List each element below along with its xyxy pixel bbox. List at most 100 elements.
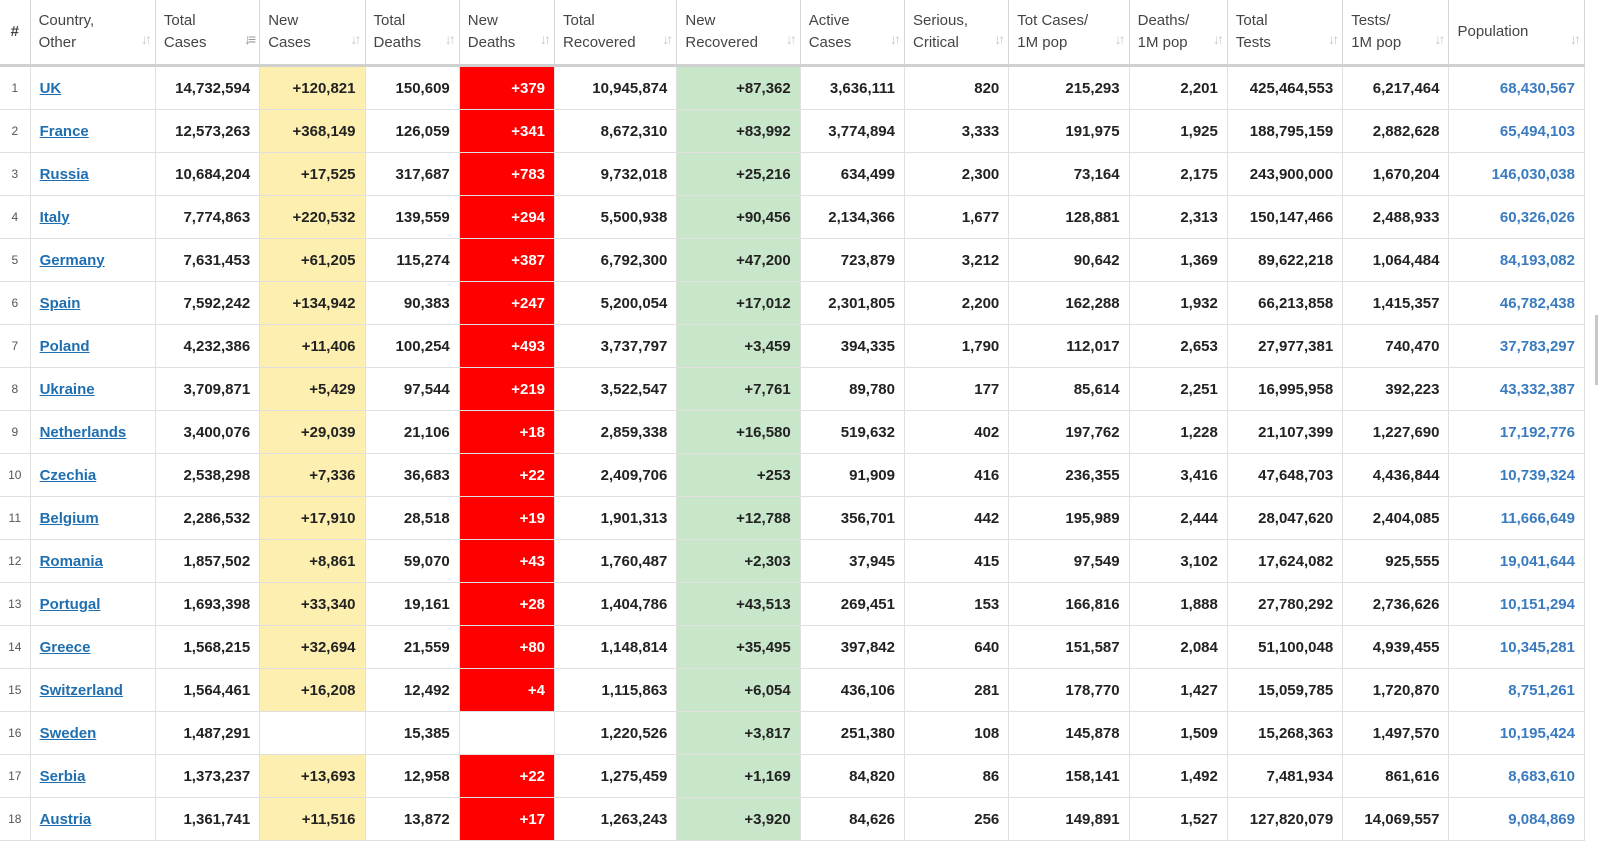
cell-deaths-per-1m: 1,492 (1129, 754, 1228, 798)
cell-population: 37,783,297 (1448, 324, 1585, 368)
header-label-line2: 1M pop (1351, 34, 1402, 51)
cell-deaths-per-1m: 1,527 (1129, 797, 1228, 841)
cell-total-cases: 1,693,398 (155, 582, 261, 626)
header-tot-cases-per-1m[interactable]: Tot Cases/1M pop ↓↑ (1008, 0, 1130, 67)
country-link[interactable]: Spain (39, 294, 81, 312)
country-link[interactable]: Italy (39, 208, 70, 226)
table-row: 11 Belgium 2,286,532 +17,910 28,518 +19 1,901,… (0, 496, 1585, 540)
header-new-deaths[interactable]: New Deaths ↓↑ (459, 0, 556, 67)
header-total-cases[interactable]: Total Cases ↓≡ (155, 0, 261, 67)
cell-total-recovered: 1,760,487 (554, 539, 678, 583)
cell-new-deaths: +247 (459, 281, 556, 325)
country-link[interactable]: France (39, 122, 89, 140)
country-link[interactable]: Sweden (39, 724, 97, 742)
cell-new-cases: +29,039 (259, 410, 366, 454)
cell-population: 46,782,438 (1448, 281, 1585, 325)
cell-total-recovered: 1,263,243 (554, 797, 678, 841)
header-label-line1: Serious, (913, 12, 969, 29)
sort-icon[interactable]: ↓↑ (540, 31, 551, 47)
header-label-line2: Cases (268, 34, 311, 51)
scrollbar-thumb[interactable] (1595, 315, 1598, 385)
cell-total-recovered: 1,148,814 (554, 625, 678, 669)
country-link[interactable]: Belgium (39, 509, 99, 527)
cell-total-deaths: 317,687 (365, 152, 460, 196)
country-link[interactable]: UK (39, 79, 62, 97)
header-active-cases[interactable]: Active Cases ↓↑ (800, 0, 906, 67)
country-link[interactable]: Romania (39, 552, 103, 570)
sort-icon[interactable]: ↓↑ (890, 31, 901, 47)
country-link[interactable]: Switzerland (39, 681, 123, 699)
sort-icon[interactable]: ↓↑ (350, 31, 362, 47)
cell-new-recovered: +87,362 (676, 65, 801, 110)
header-tests-per-1m[interactable]: Tests/1M pop ↓↑ (1342, 0, 1450, 67)
cell-active-cases: 3,774,894 (800, 109, 906, 153)
table-row: 8 Ukraine 3,709,871 +5,429 97,544 +219 3,522,5… (0, 367, 1585, 411)
cell-index: 2 (0, 109, 31, 153)
cell-population: 8,683,610 (1448, 754, 1585, 798)
header-serious-critical[interactable]: Serious, Critical ↓↑ (904, 0, 1010, 67)
sort-icon[interactable]: ↓↑ (1114, 31, 1126, 47)
country-link[interactable]: Germany (39, 251, 105, 269)
header-total-tests[interactable]: Total Tests ↓↑ (1227, 0, 1344, 67)
sort-icon[interactable]: ↓↑ (994, 31, 1005, 47)
cell-total-cases: 1,373,237 (155, 754, 261, 798)
cell-new-recovered: +3,920 (676, 797, 801, 841)
table-row: 7 Poland 4,232,386 +11,406 100,254 +493 3,737,… (0, 324, 1585, 368)
sort-icon[interactable]: ↓↑ (1328, 31, 1339, 47)
cell-index: 9 (0, 410, 31, 454)
cell-serious-critical: 2,200 (904, 281, 1010, 325)
cell-tests-per-1m: 6,217,464 (1342, 65, 1450, 110)
sort-icon[interactable]: ↓↑ (785, 31, 797, 47)
cell-total-recovered: 2,859,338 (554, 410, 678, 454)
header-country[interactable]: Country, Other ↓↑ (30, 0, 156, 67)
sort-icon[interactable]: ↓↑ (662, 31, 673, 47)
header-new-cases[interactable]: New Cases ↓↑ (259, 0, 366, 67)
country-link[interactable]: Netherlands (39, 423, 127, 441)
header-label-line1: Total (563, 12, 595, 29)
cell-population: 10,345,281 (1448, 625, 1585, 669)
header-label-line2: Other (38, 34, 77, 51)
country-link[interactable]: Greece (39, 638, 91, 656)
cell-population: 10,195,424 (1448, 711, 1585, 755)
cell-serious-critical: 3,333 (904, 109, 1010, 153)
header-population[interactable]: Population ↓↑ (1448, 0, 1585, 67)
header-total-deaths[interactable]: Total Deaths ↓↑ (365, 0, 460, 67)
cell-population: 60,326,026 (1448, 195, 1585, 239)
sort-desc-icon[interactable]: ↓≡ (244, 31, 256, 47)
header-index[interactable]: # (0, 0, 31, 67)
cell-total-tests: 7,481,934 (1227, 754, 1344, 798)
sort-icon[interactable]: ↓↑ (140, 31, 152, 47)
table-row: 18 Austria 1,361,741 +11,516 13,872 +17 1,263,… (0, 797, 1585, 841)
header-deaths-per-1m[interactable]: Deaths/1M pop ↓↑ (1129, 0, 1228, 67)
sort-icon[interactable]: ↓↑ (1434, 31, 1445, 47)
cell-total-tests: 27,780,292 (1227, 582, 1344, 626)
country-link[interactable]: Portugal (39, 595, 101, 613)
country-link[interactable]: Russia (39, 165, 89, 183)
header-total-recovered[interactable]: Total Recovered ↓↑ (554, 0, 678, 67)
country-link[interactable]: Czechia (39, 466, 97, 484)
country-link[interactable]: Serbia (39, 767, 86, 785)
cell-total-tests: 27,977,381 (1227, 324, 1344, 368)
country-link[interactable]: Ukraine (39, 380, 95, 398)
cell-total-tests: 66,213,858 (1227, 281, 1344, 325)
header-new-recovered[interactable]: New Recovered ↓↑ (676, 0, 801, 67)
country-link[interactable]: Austria (39, 810, 92, 828)
country-link[interactable]: Poland (39, 337, 90, 355)
cell-serious-critical: 108 (904, 711, 1010, 755)
cell-new-deaths: +22 (459, 754, 556, 798)
table-row: 2 France 12,573,263 +368,149 126,059 +341 8,67… (0, 109, 1585, 153)
table-row: 1 UK 14,732,594 +120,821 150,609 +379 10,945,8… (0, 65, 1585, 110)
header-label-line2: Recovered (685, 34, 758, 51)
sort-icon[interactable]: ↓↑ (444, 31, 456, 47)
cell-serious-critical: 3,212 (904, 238, 1010, 282)
cell-total-recovered: 8,672,310 (554, 109, 678, 153)
cell-population: 43,332,387 (1448, 367, 1585, 411)
table-row: 10 Czechia 2,538,298 +7,336 36,683 +22 2,409,7… (0, 453, 1585, 497)
header-label-line1: Active (808, 12, 850, 29)
cell-index: 14 (0, 625, 31, 669)
cell-total-tests: 15,059,785 (1227, 668, 1344, 712)
vertical-scrollbar[interactable] (1587, 0, 1601, 858)
sort-icon[interactable]: ↓↑ (1570, 31, 1581, 47)
header-label-line1: Total (1235, 12, 1268, 29)
sort-icon[interactable]: ↓↑ (1212, 31, 1224, 47)
